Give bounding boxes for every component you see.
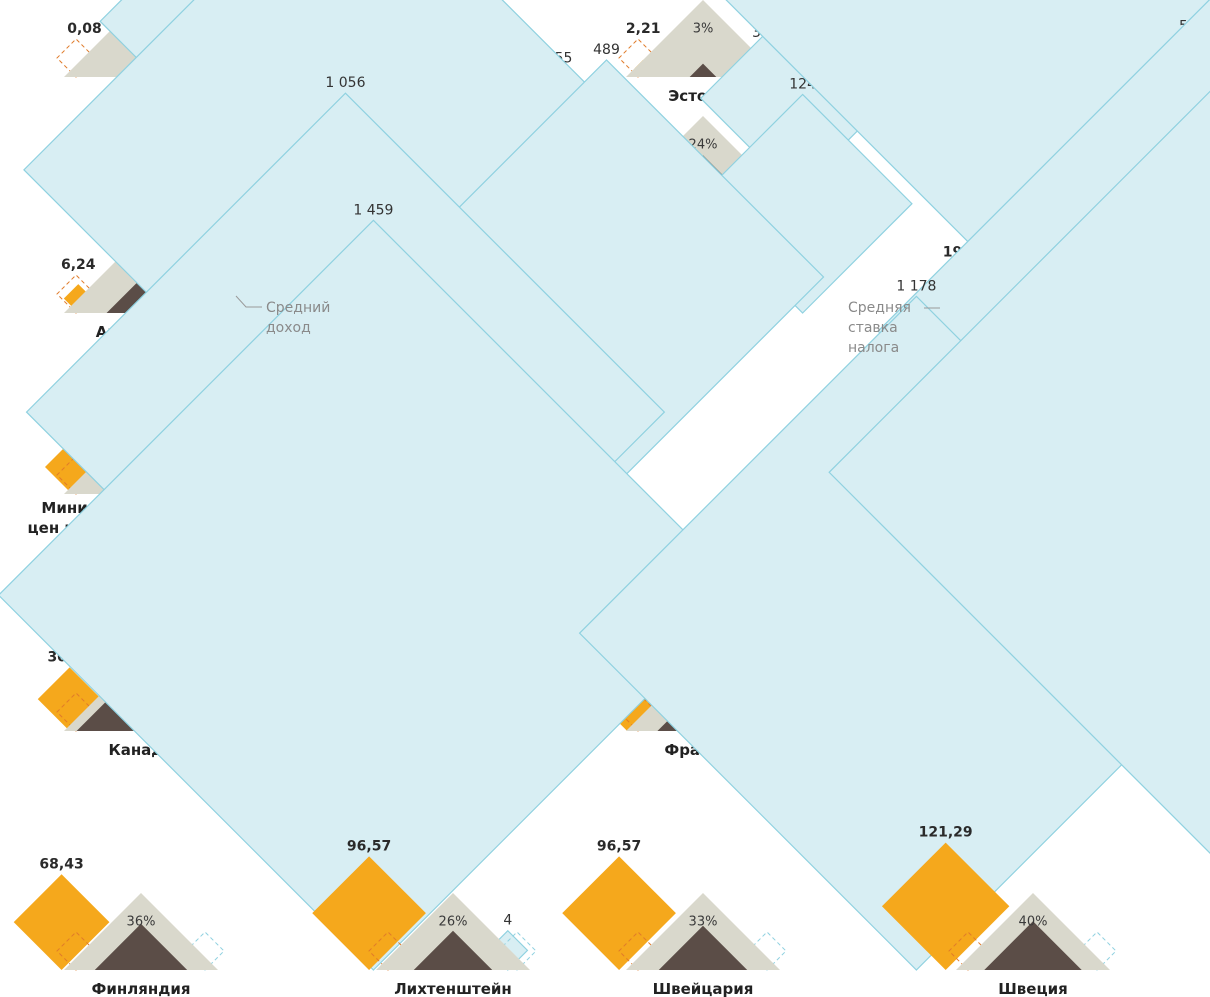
income-legend-text: доход bbox=[266, 320, 311, 336]
country-label: Швеция bbox=[998, 980, 1067, 997]
tax-share-value: 26% bbox=[439, 914, 468, 929]
country-label: Швейцария bbox=[653, 980, 754, 997]
price-value: 96,57 bbox=[347, 838, 391, 854]
income-value: 489 bbox=[593, 42, 620, 58]
income-legend-leader bbox=[235, 295, 262, 308]
price-value: 0,08 bbox=[67, 21, 102, 37]
price-diamond bbox=[312, 856, 426, 970]
price-value: 6,24 bbox=[61, 257, 96, 273]
tax-share-triangle bbox=[413, 930, 493, 970]
tax-legend-text: Средняя bbox=[848, 300, 911, 316]
price-value: 2,21 bbox=[626, 21, 661, 37]
tax-legend-text: налога bbox=[848, 340, 899, 356]
income-diamond bbox=[828, 90, 1210, 855]
price-diamond bbox=[562, 856, 676, 970]
tax-legend-text: ставка bbox=[848, 320, 898, 336]
income-value: 1 459 bbox=[353, 202, 393, 218]
income-reference-diamond bbox=[185, 931, 225, 971]
income-reference-diamond bbox=[1077, 931, 1117, 971]
tax-share-value: 36% bbox=[127, 914, 156, 929]
income-value: 3 bbox=[752, 25, 761, 41]
tax-share-value: 40% bbox=[1019, 914, 1048, 929]
tax-share-triangle bbox=[94, 923, 188, 970]
glyph-item-23 bbox=[828, 90, 1210, 971]
tax-share-value: 33% bbox=[689, 914, 718, 929]
price-value: 68,43 bbox=[39, 856, 83, 872]
tax-share-triangle bbox=[984, 921, 1082, 970]
glyph-item-21 bbox=[312, 856, 537, 971]
country-label: Лихтенштейн bbox=[394, 980, 512, 997]
income-diamond bbox=[0, 219, 750, 971]
income-reference-diamond bbox=[497, 931, 537, 971]
price-diamond bbox=[13, 874, 110, 970]
tax-share-triangle bbox=[689, 63, 717, 77]
price-diamond bbox=[881, 842, 1010, 970]
price-value: 96,57 bbox=[597, 838, 641, 854]
country-label: Финляндия bbox=[92, 980, 191, 997]
tax-share-value: 3% bbox=[693, 21, 714, 36]
income-value: 1 178 bbox=[896, 278, 936, 294]
income-value: 1 056 bbox=[325, 75, 365, 91]
tax-share-triangle bbox=[658, 925, 748, 970]
glyph-item-20 bbox=[0, 219, 750, 971]
income-value: 4 bbox=[503, 913, 512, 929]
price-value: 121,29 bbox=[919, 825, 973, 841]
income-legend-text: Средний bbox=[266, 300, 330, 316]
income-reference-diamond bbox=[747, 931, 787, 971]
